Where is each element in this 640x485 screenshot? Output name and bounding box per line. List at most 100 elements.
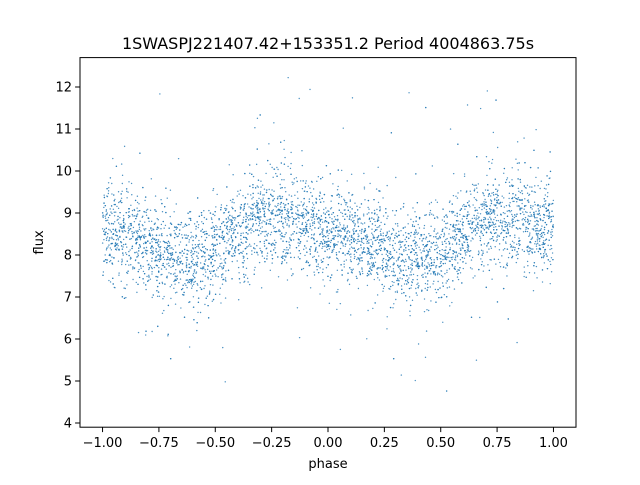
data-point	[444, 252, 446, 254]
data-point	[174, 275, 176, 277]
data-point	[136, 241, 138, 244]
data-point	[439, 262, 442, 264]
data-point	[280, 238, 282, 240]
data-point	[469, 255, 471, 257]
data-point	[502, 287, 505, 290]
data-point	[154, 260, 156, 262]
data-point	[304, 254, 306, 257]
data-point	[541, 205, 544, 207]
data-point	[306, 229, 308, 231]
data-point	[421, 258, 423, 260]
data-point	[408, 92, 410, 94]
data-point	[212, 237, 214, 239]
data-point	[538, 230, 540, 232]
data-point	[533, 149, 535, 152]
data-point	[299, 241, 302, 243]
data-point	[385, 253, 387, 255]
data-point	[183, 270, 185, 273]
data-point	[169, 244, 171, 247]
data-point	[158, 260, 161, 263]
data-point	[442, 258, 444, 261]
data-point	[387, 260, 390, 262]
data-point	[334, 235, 337, 237]
data-point	[534, 230, 537, 232]
data-point	[473, 214, 475, 217]
data-point	[357, 220, 359, 222]
data-point	[278, 230, 280, 233]
data-point	[125, 296, 127, 299]
data-point	[409, 251, 412, 254]
data-point	[384, 274, 386, 277]
data-point	[294, 194, 296, 196]
data-point	[161, 232, 163, 235]
data-point	[463, 241, 465, 243]
data-point	[500, 205, 502, 207]
data-point	[396, 277, 399, 280]
data-points	[101, 76, 555, 392]
data-point	[457, 230, 460, 233]
data-point	[206, 249, 208, 251]
data-point	[321, 233, 324, 235]
data-point	[548, 204, 550, 207]
data-point	[371, 266, 374, 268]
data-point	[445, 238, 447, 241]
data-point	[478, 268, 480, 271]
data-point	[203, 231, 206, 233]
data-point	[253, 230, 255, 233]
data-point	[321, 176, 324, 179]
data-point	[131, 247, 133, 250]
data-point	[418, 217, 421, 219]
data-point	[431, 242, 434, 245]
data-point	[397, 264, 399, 267]
data-point	[273, 239, 276, 241]
data-point	[375, 188, 378, 190]
data-point	[278, 213, 281, 216]
data-point	[275, 206, 278, 208]
data-point	[430, 201, 433, 204]
data-point	[318, 255, 320, 257]
data-point	[500, 232, 502, 235]
data-point	[106, 261, 108, 264]
data-point	[496, 301, 499, 303]
data-point	[352, 268, 354, 270]
data-point	[123, 287, 125, 289]
data-point	[173, 237, 176, 239]
data-point	[292, 239, 295, 241]
data-point	[177, 255, 179, 258]
data-point	[386, 217, 388, 220]
data-point	[448, 201, 451, 204]
data-point	[253, 213, 255, 216]
data-point	[196, 322, 198, 324]
data-point	[105, 227, 108, 230]
data-point	[179, 278, 182, 280]
data-point	[107, 232, 109, 235]
data-point	[128, 250, 130, 253]
data-point	[479, 219, 481, 222]
data-point	[353, 253, 355, 256]
data-point	[152, 237, 154, 239]
data-point	[441, 230, 443, 233]
data-point	[268, 201, 270, 204]
data-point	[432, 271, 435, 274]
data-point	[304, 208, 307, 211]
data-point	[185, 262, 188, 264]
data-point	[216, 226, 218, 228]
data-point	[129, 228, 132, 230]
data-point	[271, 244, 273, 247]
data-point	[103, 238, 105, 241]
data-point	[518, 242, 520, 245]
data-point	[448, 256, 450, 259]
data-point	[533, 272, 536, 274]
data-point	[178, 282, 180, 284]
data-point	[192, 253, 194, 255]
data-point	[477, 250, 480, 252]
data-point	[418, 227, 421, 229]
data-point	[262, 204, 264, 206]
data-point	[312, 214, 314, 216]
data-point	[424, 258, 427, 261]
data-point	[321, 231, 323, 233]
data-point	[164, 224, 167, 227]
data-point	[477, 227, 480, 229]
data-point	[128, 208, 130, 210]
data-point	[298, 217, 300, 219]
